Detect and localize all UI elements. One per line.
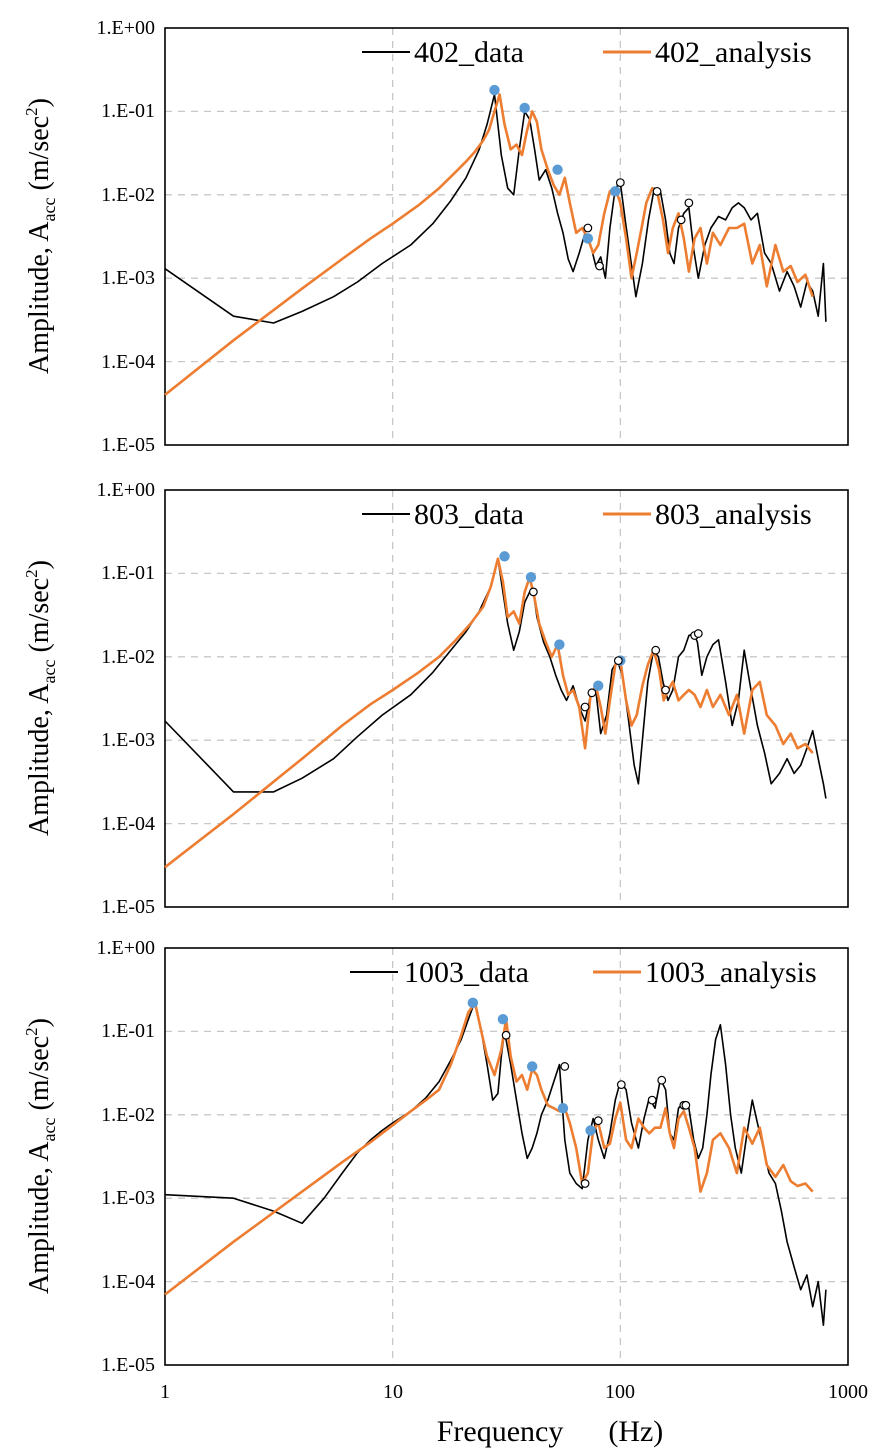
gridlines <box>165 948 848 1365</box>
y-tick-label: 1.E-01 <box>101 100 155 122</box>
data-peak-marker <box>593 1116 603 1126</box>
data-peak-marker <box>501 1030 511 1040</box>
legend: 1003_data 1003_analysis <box>350 956 817 989</box>
plot-frame <box>164 27 849 446</box>
panel-1003: 1.E-05 1.E-04 1.E-03 1.E-02 1.E-01 1.E+0… <box>22 937 868 1448</box>
panel-402: 1.E-05 1.E-04 1.E-03 1.E-02 1.E-01 1.E+0… <box>22 17 849 456</box>
data-peak-marker <box>615 178 625 188</box>
data-peak-marker <box>595 261 604 271</box>
analysis-peak-marker <box>552 164 563 175</box>
y-tick-label: 1.E+00 <box>97 479 156 501</box>
legend: 402_data 402_analysis <box>362 36 812 69</box>
analysis-peak-marker <box>489 84 500 96</box>
y-tick-label: 1.E-02 <box>101 184 155 206</box>
data-peak-marker <box>560 1062 570 1071</box>
analysis-peak-marker <box>585 1125 596 1136</box>
x-axis-label: Frequency (Hz) <box>437 1415 664 1448</box>
y-tick-label: 1.E-01 <box>101 562 155 584</box>
data-peak-marker <box>616 1080 626 1090</box>
analysis-peak-marker <box>526 1061 538 1072</box>
y-tick-labels: 1.E-05 1.E-04 1.E-03 1.E-02 1.E-01 1.E+0… <box>97 479 156 918</box>
data-peak-marker <box>657 1075 667 1085</box>
series-line-402_data <box>164 93 827 324</box>
peak-markers <box>499 551 703 712</box>
panel-803: 1.E-05 1.E-04 1.E-03 1.E-02 1.E-01 1.E+0… <box>22 479 849 918</box>
y-tick-label: 1.E-04 <box>101 1271 155 1293</box>
plot-frame <box>164 489 849 908</box>
y-axis-label: Amplitude, Aacc (m/sec2) <box>22 560 59 836</box>
x-tick-labels: 1 10 100 1000 <box>160 1381 868 1403</box>
peak-markers <box>467 997 691 1188</box>
data-peak-marker <box>580 702 590 712</box>
data-peak-marker <box>661 685 670 695</box>
data-peak-marker <box>676 215 686 225</box>
y-tick-label: 1.E-05 <box>101 434 155 456</box>
y-tick-labels: 1.E-05 1.E-04 1.E-03 1.E-02 1.E-01 1.E+0… <box>97 937 156 1376</box>
analysis-peak-marker <box>519 102 530 114</box>
y-tick-label: 1.E-03 <box>101 729 155 751</box>
series-lines <box>164 557 827 869</box>
y-tick-label: 1.E-01 <box>101 1020 155 1042</box>
data-peak-marker <box>583 223 593 233</box>
legend-label-data: 1003_data <box>404 956 529 989</box>
data-peak-marker <box>652 186 662 196</box>
series-line-1003_data <box>164 1000 827 1326</box>
data-peak-marker <box>587 688 597 698</box>
data-peak-marker <box>528 587 538 597</box>
series-line-803_data <box>164 557 827 799</box>
data-peak-marker <box>693 629 703 638</box>
x-tick-label: 1000 <box>828 1381 868 1403</box>
y-tick-label: 1.E-03 <box>101 267 155 289</box>
y-tick-label: 1.E-05 <box>101 1354 155 1376</box>
legend: 803_data 803_analysis <box>362 498 812 531</box>
data-peak-marker <box>684 198 694 208</box>
series-line-402_analysis <box>164 93 814 396</box>
gridlines <box>165 490 848 907</box>
analysis-peak-marker <box>582 233 594 244</box>
series-line-1003_analysis <box>164 1001 814 1296</box>
analysis-peak-marker <box>593 680 604 691</box>
analysis-peak-marker <box>557 1102 569 1114</box>
y-tick-label: 1.E-05 <box>101 896 155 918</box>
y-tick-label: 1.E-03 <box>101 1187 155 1209</box>
plot-frame <box>164 947 849 1366</box>
y-tick-label: 1.E-04 <box>101 813 155 835</box>
data-peak-marker <box>647 1095 657 1105</box>
analysis-peak-marker <box>467 997 479 1009</box>
x-tick-label: 100 <box>605 1381 635 1403</box>
y-tick-label: 1.E-04 <box>101 351 155 373</box>
x-tick-label: 10 <box>383 1381 403 1403</box>
peak-markers <box>489 84 694 271</box>
legend-label-analysis: 402_analysis <box>655 36 812 69</box>
x-tick-label: 1 <box>160 1381 170 1403</box>
analysis-peak-marker <box>497 1014 509 1025</box>
analysis-peak-marker <box>525 572 537 583</box>
legend-label-analysis: 803_analysis <box>655 498 812 531</box>
legend-label-data: 803_data <box>414 498 524 531</box>
analysis-peak-marker <box>499 551 510 562</box>
y-axis-label: Amplitude, Aacc (m/sec2) <box>22 98 59 374</box>
data-peak-marker <box>681 1100 691 1110</box>
legend-label-data: 402_data <box>414 36 524 69</box>
y-tick-label: 1.E+00 <box>97 17 156 39</box>
gridlines <box>165 28 848 445</box>
data-peak-marker <box>613 656 623 666</box>
analysis-peak-marker <box>610 186 621 197</box>
y-tick-labels: 1.E-05 1.E-04 1.E-03 1.E-02 1.E-01 1.E+0… <box>97 17 156 456</box>
y-axis-label: Amplitude, Aacc (m/sec2) <box>22 1018 59 1294</box>
data-peak-marker <box>580 1179 590 1188</box>
y-tick-label: 1.E-02 <box>101 646 155 668</box>
analysis-peak-marker <box>554 639 565 650</box>
legend-label-analysis: 1003_analysis <box>645 956 817 989</box>
data-peak-marker <box>651 645 661 655</box>
series-lines <box>164 1000 827 1326</box>
y-tick-label: 1.E+00 <box>97 937 156 959</box>
series-line-803_analysis <box>164 557 814 869</box>
y-tick-label: 1.E-02 <box>101 1104 155 1126</box>
series-lines <box>164 93 827 396</box>
